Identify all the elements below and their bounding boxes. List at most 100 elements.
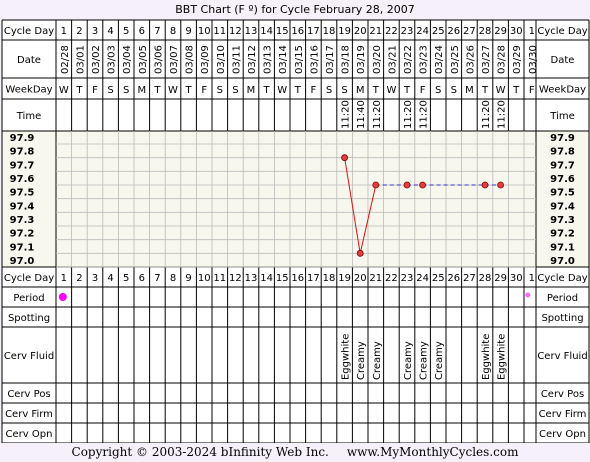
cycle-day-number-bottom: 6 (139, 273, 145, 284)
date-label: 03/03 (107, 45, 118, 74)
cycle-day-number: 24 (416, 26, 429, 37)
date-label: 03/26 (465, 45, 476, 74)
weekday-label: S (107, 85, 113, 96)
date-label: 03/02 (91, 45, 102, 74)
cycle-day-number: 6 (139, 26, 145, 37)
cycle-day-number-bottom: 1 (529, 273, 535, 284)
cycle-day-number-bottom: 23 (401, 273, 414, 284)
row-label-cerv-opn: Cerv Opn (6, 429, 53, 440)
weekday-label: T (372, 85, 380, 96)
row-label-right-cycle-day: Cycle Day (537, 273, 587, 284)
date-label: 03/14 (278, 45, 289, 74)
weekday-label: W (59, 85, 69, 96)
time-label: 11:20 (497, 100, 508, 129)
weekday-label: F (529, 85, 535, 96)
weekday-label: M (247, 85, 256, 96)
cycle-day-number-bottom: 10 (198, 273, 211, 284)
bbt-point (372, 181, 380, 189)
y-tick-label-right: 97.5 (550, 188, 575, 199)
cerv-fluid-label: Creamy (419, 341, 430, 380)
cycle-day-number: 26 (447, 26, 460, 37)
y-tick-label-right: 97.7 (550, 160, 575, 171)
y-tick-label: 97.8 (10, 147, 35, 158)
period-heavy-marker (58, 293, 67, 301)
weekday-label: T (185, 85, 193, 96)
cycle-day-number: 20 (354, 26, 367, 37)
weekday-label: S (232, 85, 238, 96)
cycle-day-number: 19 (338, 26, 351, 37)
date-label: 03/21 (387, 45, 398, 74)
period-light-marker (525, 292, 531, 298)
weekday-label: T (403, 85, 411, 96)
cycle-day-number: 11 (213, 26, 226, 37)
y-tick-label: 97.6 (10, 174, 35, 185)
cycle-day-number: 27 (463, 26, 476, 37)
y-tick-label-right: 97.2 (550, 229, 575, 240)
row-label-cerv-fluid: Cerv Fluid (4, 351, 54, 362)
date-label: 03/29 (512, 45, 523, 74)
cycle-day-number: 30 (510, 26, 523, 37)
site-link[interactable]: www.MyMonthlyCycles.com (346, 445, 519, 459)
row-label-cerv-firm: Cerv Firm (5, 409, 53, 420)
weekday-label: S (217, 85, 223, 96)
bbt-point (497, 181, 505, 189)
date-label: 03/11 (231, 45, 242, 74)
row-label-right-spotting: Spotting (541, 313, 583, 324)
row-label-cycle-day: Cycle Day (4, 26, 54, 37)
bbt-line-segment (344, 157, 361, 254)
weekday-label: S (341, 85, 347, 96)
cerv-fluid-label: Creamy (434, 341, 445, 380)
weekday-label: F (311, 85, 317, 96)
cycle-day-number: 25 (432, 26, 445, 37)
cycle-day-number-bottom: 22 (385, 273, 398, 284)
cycle-day-number: 21 (369, 26, 382, 37)
row-label-cycle-day: Cycle Day (4, 273, 54, 284)
date-label: 03/10 (216, 45, 227, 74)
row-label-weekday: WeekDay (5, 85, 52, 96)
y-tick-label: 97.7 (10, 160, 35, 171)
bbt-point (419, 181, 427, 189)
cycle-day-number-bottom: 15 (276, 273, 289, 284)
row-label-right-date: Date (551, 55, 575, 66)
date-label: 03/27 (481, 45, 492, 74)
weekday-label: M (465, 85, 474, 96)
row-label-right-period: Period (547, 293, 578, 304)
date-label: 03/13 (263, 45, 274, 74)
y-tick-label-right: 97.4 (550, 201, 575, 212)
weekday-label: W (386, 85, 396, 96)
weekday-label: S (435, 85, 441, 96)
cycle-day-number: 15 (276, 26, 289, 37)
cycle-day-number: 4 (107, 26, 113, 37)
cycle-day-number: 2 (76, 26, 82, 37)
date-label: 02/28 (60, 45, 71, 74)
bbt-point (341, 154, 349, 162)
cycle-day-number: 13 (245, 26, 258, 37)
weekday-label: S (326, 85, 332, 96)
y-tick-label-right: 97.0 (550, 256, 575, 267)
time-label: 11:20 (341, 100, 352, 129)
cycle-day-number: 10 (198, 26, 211, 37)
cycle-day-number-bottom: 17 (307, 273, 320, 284)
weekday-label: T (294, 85, 302, 96)
y-tick-label-right: 97.6 (550, 174, 575, 185)
date-label: 03/19 (356, 45, 367, 74)
weekday-label: T (481, 85, 489, 96)
cerv-fluid-label: Creamy (403, 341, 414, 380)
row-label-right-cerv-firm: Cerv Firm (539, 409, 587, 420)
bbt-line-segment (359, 184, 377, 254)
cycle-day-number: 3 (92, 26, 98, 37)
cycle-day-number-bottom: 14 (260, 273, 273, 284)
date-label: 03/22 (403, 45, 414, 74)
cycle-day-number-bottom: 28 (479, 273, 492, 284)
row-label-right-cerv-fluid: Cerv Fluid (537, 351, 587, 362)
weekday-label: S (451, 85, 457, 96)
cycle-day-number-bottom: 29 (494, 273, 507, 284)
cerv-fluid-label: Eggwhite (497, 334, 508, 380)
cycle-day-number-bottom: 30 (510, 273, 523, 284)
weekday-label: W (277, 85, 287, 96)
date-label: 03/20 (372, 45, 383, 74)
date-label: 03/25 (450, 45, 461, 74)
cycle-day-number: 18 (323, 26, 336, 37)
bbt-point (403, 181, 411, 189)
y-tick-label-right: 97.9 (550, 133, 575, 144)
